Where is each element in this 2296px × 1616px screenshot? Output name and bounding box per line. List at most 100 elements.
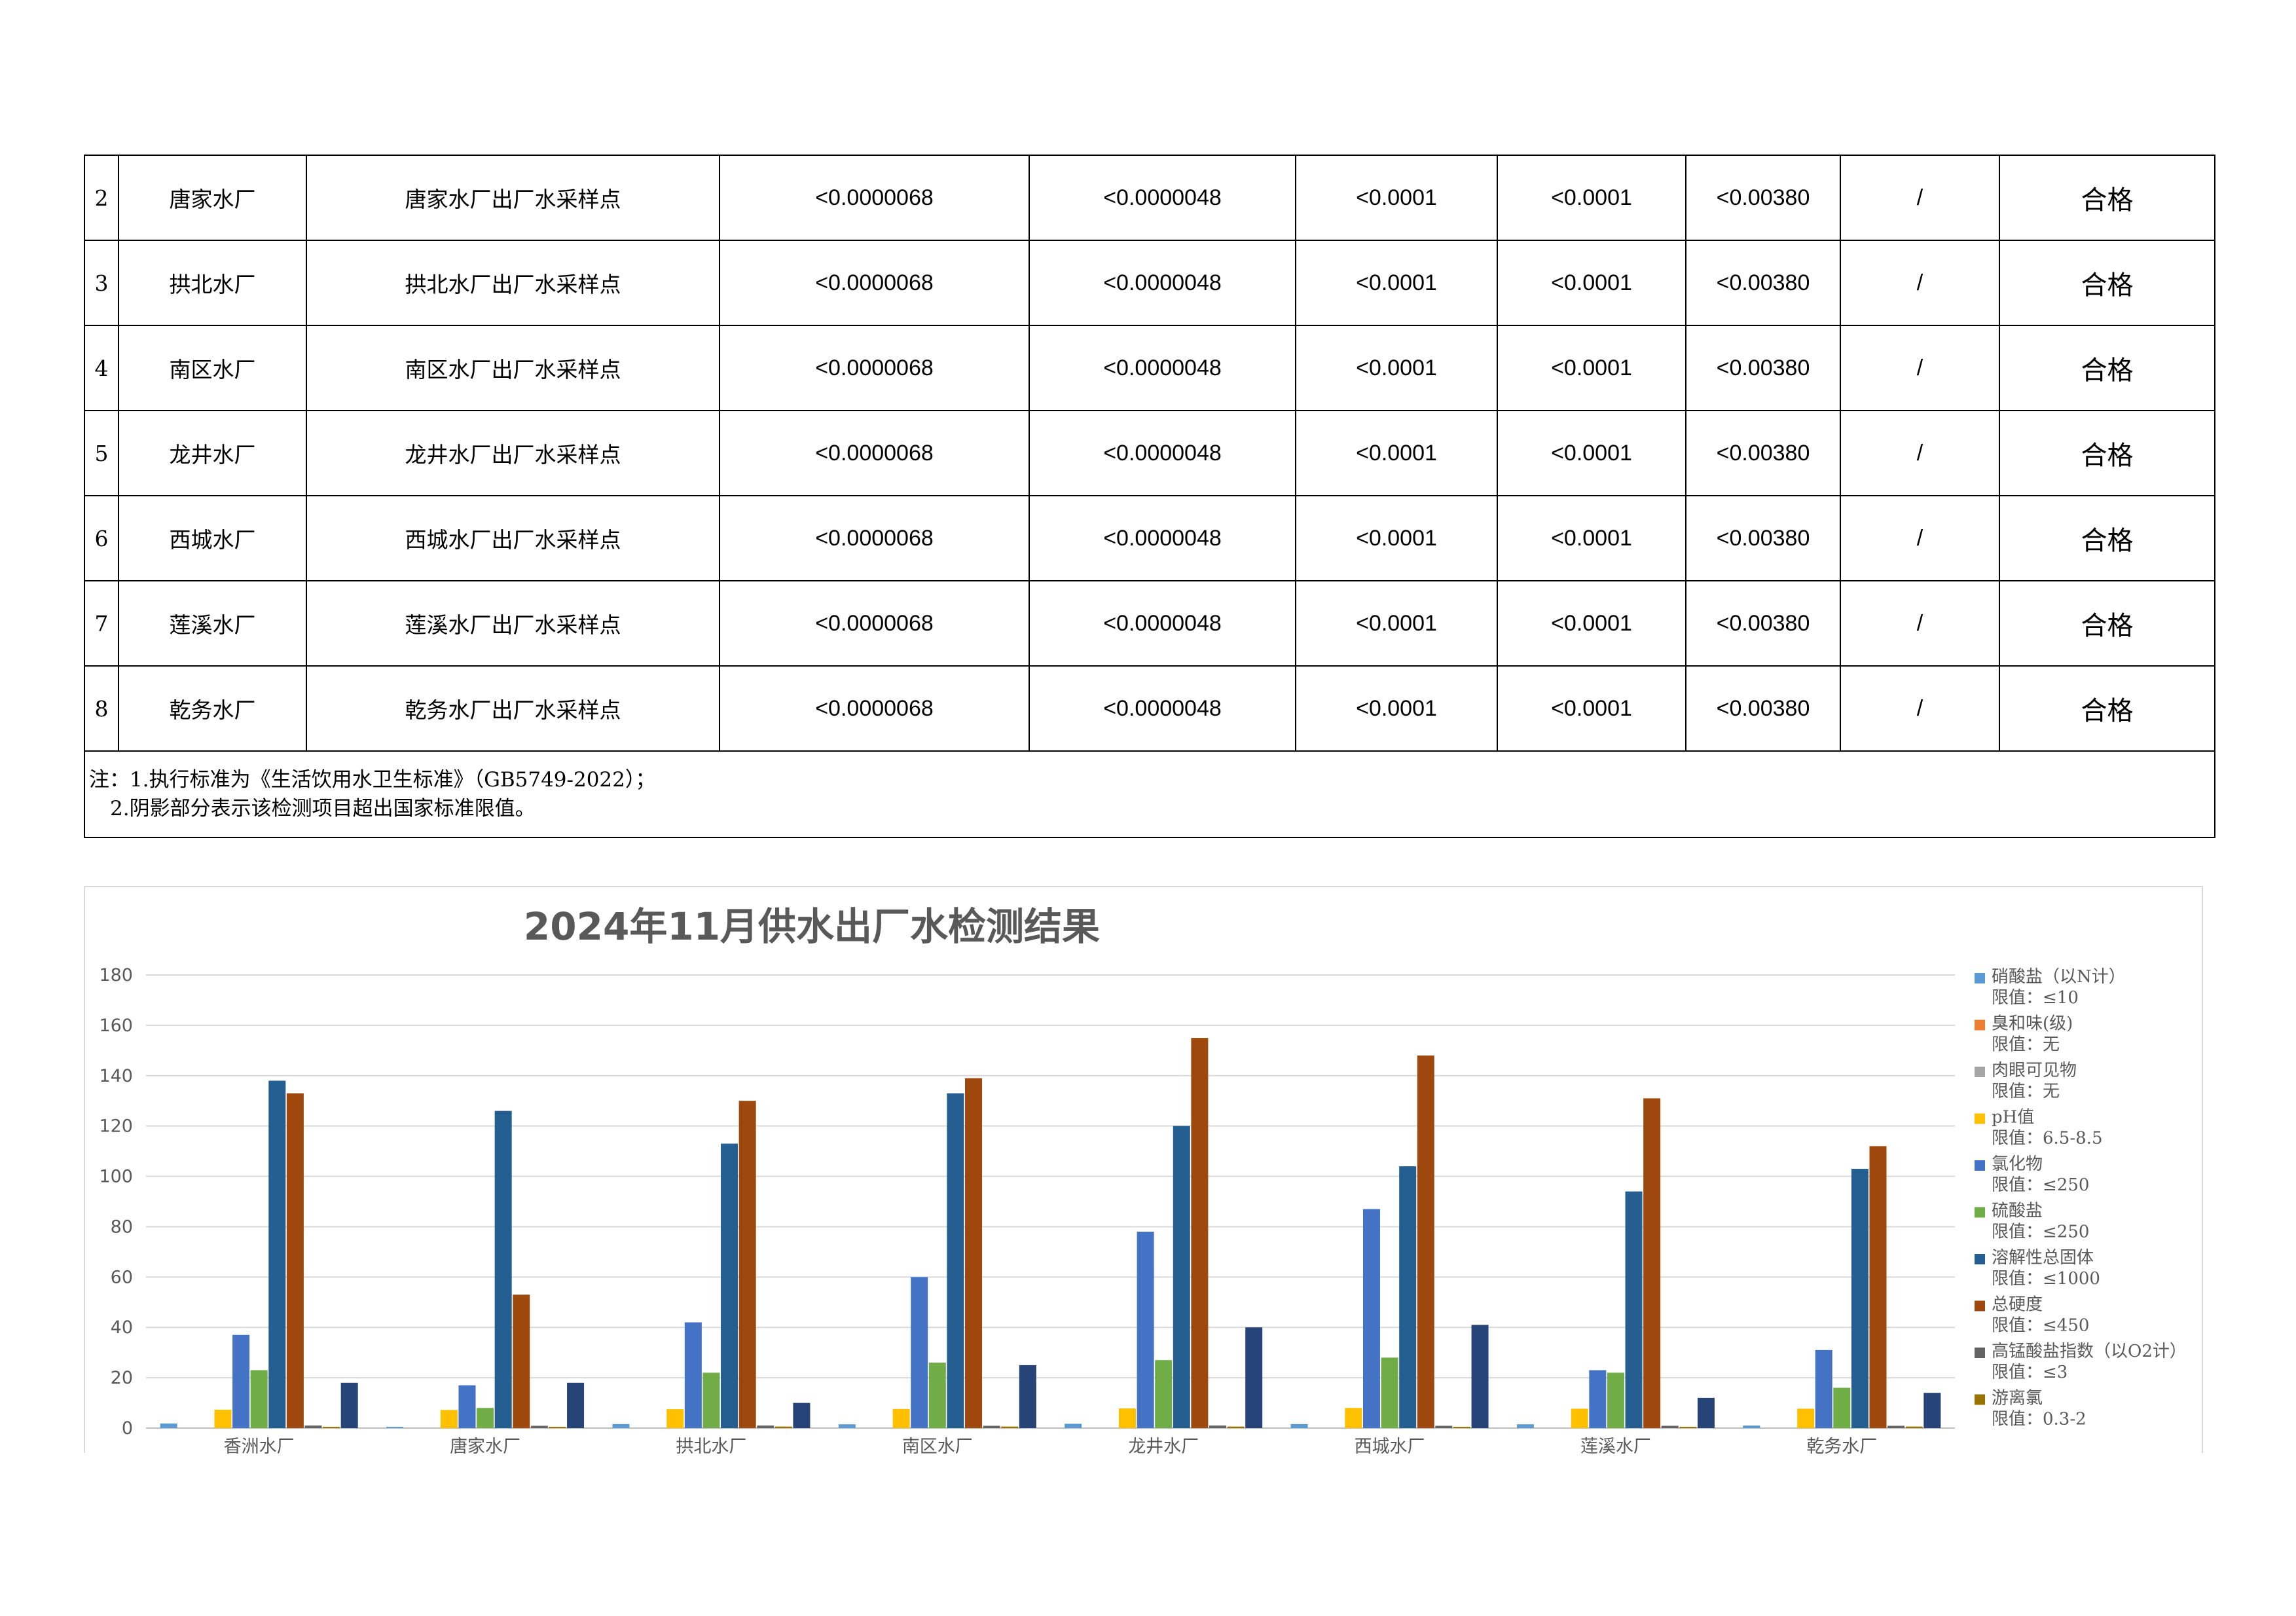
bar bbox=[1209, 1425, 1226, 1428]
result-value-1-cell: <0.0000068 bbox=[719, 240, 1030, 326]
bar bbox=[386, 1427, 404, 1428]
bar bbox=[549, 1427, 566, 1428]
y-tick-label: 120 bbox=[99, 1116, 133, 1137]
verdict-cell: 合格 bbox=[1999, 665, 2215, 752]
bar bbox=[928, 1363, 946, 1428]
row-number-cell: 8 bbox=[84, 665, 119, 752]
bar bbox=[1155, 1360, 1173, 1428]
x-category-label: 龙井水厂 bbox=[1128, 1437, 1199, 1454]
bar bbox=[1571, 1408, 1588, 1428]
result-value-5-cell: <0.00380 bbox=[1685, 495, 1841, 581]
bar bbox=[757, 1425, 774, 1428]
verdict-cell: 合格 bbox=[1999, 155, 2215, 241]
legend-swatch bbox=[1975, 1348, 1985, 1358]
bar bbox=[1923, 1393, 1941, 1428]
x-category-label: 南区水厂 bbox=[902, 1437, 973, 1454]
result-value-3-cell: <0.0001 bbox=[1295, 495, 1498, 581]
result-value-1-cell: <0.0000068 bbox=[719, 580, 1030, 667]
result-value-4-cell: <0.0001 bbox=[1497, 495, 1686, 581]
bar bbox=[983, 1425, 1000, 1428]
bar bbox=[666, 1409, 684, 1428]
result-value-5-cell: <0.00380 bbox=[1685, 665, 1841, 752]
verdict-cell: 合格 bbox=[1999, 240, 2215, 326]
table-row: 8 乾务水厂 乾务水厂出厂水采样点 <0.0000068 <0.0000048 <0.00… bbox=[84, 665, 2215, 752]
legend-swatch bbox=[1975, 1019, 1985, 1031]
bar bbox=[214, 1409, 232, 1428]
y-tick-label: 160 bbox=[99, 1016, 133, 1036]
bar bbox=[774, 1426, 792, 1428]
legend-label: 总硬度 bbox=[1992, 1295, 2043, 1315]
result-value-1-cell: <0.0000068 bbox=[719, 495, 1030, 581]
bar bbox=[1290, 1423, 1308, 1428]
legend-label: 氯化物 bbox=[1992, 1154, 2043, 1174]
bar bbox=[1851, 1169, 1868, 1428]
bar bbox=[1516, 1424, 1534, 1428]
sampling-site-cell: 拱北水厂出厂水采样点 bbox=[306, 240, 720, 326]
x-category-label: 香洲水厂 bbox=[224, 1437, 295, 1454]
x-category-label: 莲溪水厂 bbox=[1580, 1437, 1651, 1454]
bar bbox=[1245, 1327, 1263, 1428]
result-value-1-cell: <0.0000068 bbox=[719, 410, 1030, 496]
bar bbox=[612, 1423, 630, 1428]
results-table: 2 唐家水厂 唐家水厂出厂水采样点 <0.0000068 <0.0000048 <0.00… bbox=[84, 155, 2215, 838]
bar bbox=[947, 1093, 964, 1428]
bar bbox=[1191, 1038, 1209, 1428]
legend-swatch bbox=[1975, 1160, 1985, 1171]
legend-swatch bbox=[1975, 1254, 1985, 1264]
legend-limit: 限值：0.3-2 bbox=[1992, 1410, 2086, 1429]
sampling-site-cell: 唐家水厂出厂水采样点 bbox=[306, 155, 720, 241]
result-value-5-cell: <0.00380 bbox=[1685, 240, 1841, 326]
legend-swatch bbox=[1975, 973, 1985, 983]
bar bbox=[458, 1385, 476, 1428]
bar-chart: 0 20 40 60 80 100 120 140 160 180 香洲水厂 唐家水厂 拱北水厂 南区水厂… bbox=[99, 965, 2186, 1454]
result-value-6-cell: / bbox=[1840, 580, 2000, 667]
result-value-3-cell: <0.0001 bbox=[1295, 580, 1498, 667]
plant-name-cell: 西城水厂 bbox=[118, 495, 307, 581]
bar bbox=[1362, 1209, 1380, 1428]
result-value-3-cell: <0.0001 bbox=[1295, 155, 1498, 241]
bar bbox=[965, 1078, 983, 1428]
bar bbox=[1471, 1325, 1489, 1428]
bar bbox=[323, 1427, 340, 1428]
result-value-2-cell: <0.0000048 bbox=[1029, 495, 1296, 581]
table-body: 2 唐家水厂 唐家水厂出厂水采样点 <0.0000068 <0.0000048 <0.00… bbox=[84, 155, 2215, 752]
table-row: 4 南区水厂 南区水厂出厂水采样点 <0.0000068 <0.0000048 <0.00… bbox=[84, 325, 2215, 411]
plant-name-cell: 拱北水厂 bbox=[118, 240, 307, 326]
bar bbox=[684, 1322, 702, 1428]
bar bbox=[1643, 1098, 1661, 1428]
x-category-label: 西城水厂 bbox=[1355, 1437, 1425, 1454]
legend-label: 臭和味(级) bbox=[1992, 1014, 2073, 1034]
bar bbox=[477, 1408, 494, 1428]
bar bbox=[268, 1080, 286, 1428]
bar bbox=[1381, 1357, 1398, 1428]
bar bbox=[1399, 1166, 1417, 1428]
table-note: 注：1.执行标准为《生活饮用水卫生标准》（GB5749-2022）； 2.阴影部… bbox=[84, 750, 2215, 838]
sampling-site-cell: 乾务水厂出厂水采样点 bbox=[306, 665, 720, 752]
bar bbox=[1417, 1056, 1434, 1428]
y-tick-label: 100 bbox=[99, 1167, 133, 1187]
legend-label: 肉眼可见物 bbox=[1992, 1061, 2077, 1080]
sampling-site-cell: 南区水厂出厂水采样点 bbox=[306, 325, 720, 411]
row-number-cell: 5 bbox=[84, 410, 119, 496]
bar bbox=[738, 1101, 756, 1428]
y-tick-label: 40 bbox=[111, 1317, 133, 1338]
verdict-cell: 合格 bbox=[1999, 580, 2215, 667]
bar bbox=[1905, 1426, 1923, 1428]
table-row: 5 龙井水厂 龙井水厂出厂水采样点 <0.0000068 <0.0000048 <0.00… bbox=[84, 410, 2215, 496]
result-value-4-cell: <0.0001 bbox=[1497, 580, 1686, 667]
legend-swatch bbox=[1975, 1113, 1985, 1124]
table-row: 7 莲溪水厂 莲溪水厂出厂水采样点 <0.0000068 <0.0000048 <0.00… bbox=[84, 580, 2215, 667]
legend-limit: 限值：≤450 bbox=[1992, 1316, 2089, 1336]
row-number-cell: 3 bbox=[84, 240, 119, 326]
result-value-1-cell: <0.0000068 bbox=[719, 325, 1030, 411]
note-line-1: 注：1.执行标准为《生活饮用水卫生标准》（GB5749-2022）； bbox=[89, 768, 656, 792]
chart-title: 2024年11月供水出厂水检测结果 bbox=[523, 904, 1101, 949]
result-value-2-cell: <0.0000048 bbox=[1029, 240, 1296, 326]
verdict-cell: 合格 bbox=[1999, 410, 2215, 496]
y-tick-label: 20 bbox=[111, 1368, 133, 1388]
bar bbox=[1815, 1350, 1832, 1428]
legend-label: 溶解性总固体 bbox=[1992, 1248, 2094, 1268]
bar bbox=[1173, 1126, 1190, 1428]
legend-label: 游离氯 bbox=[1992, 1389, 2043, 1408]
result-value-5-cell: <0.00380 bbox=[1685, 325, 1841, 411]
